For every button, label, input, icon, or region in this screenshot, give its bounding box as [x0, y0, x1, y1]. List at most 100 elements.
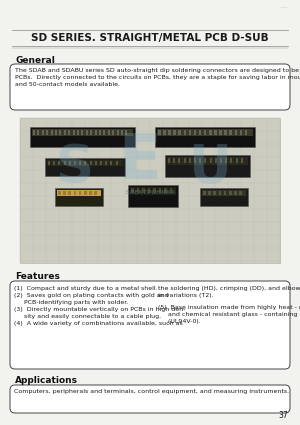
Bar: [131, 188, 134, 193]
Bar: [173, 158, 175, 163]
Text: Features: Features: [15, 272, 60, 281]
Text: the soldering (HD), crimping (DD), and elbow (SC)
in variations (T2).: the soldering (HD), crimping (DD), and e…: [158, 286, 300, 298]
Bar: [74, 161, 76, 165]
Bar: [157, 129, 253, 136]
Bar: [79, 161, 81, 165]
Bar: [219, 191, 221, 195]
Bar: [68, 191, 71, 195]
Bar: [30, 127, 135, 147]
Bar: [64, 161, 66, 165]
Bar: [45, 158, 125, 176]
Bar: [230, 158, 232, 163]
FancyBboxPatch shape: [10, 281, 290, 369]
Bar: [209, 130, 212, 135]
Bar: [153, 188, 155, 193]
Bar: [110, 161, 112, 165]
Bar: [69, 161, 71, 165]
FancyBboxPatch shape: [10, 64, 290, 110]
Text: (1)  Compact and sturdy due to a metal shell.
(2)  Saves gold on plating contact: (1) Compact and sturdy due to a metal sh…: [14, 286, 185, 326]
Bar: [194, 130, 196, 135]
Bar: [158, 188, 161, 193]
Bar: [59, 130, 62, 135]
Bar: [224, 130, 227, 135]
Text: Applications: Applications: [15, 376, 78, 385]
Bar: [241, 158, 243, 163]
Bar: [219, 130, 222, 135]
Bar: [116, 161, 118, 165]
Bar: [165, 155, 250, 177]
Bar: [200, 188, 248, 206]
Bar: [38, 130, 39, 135]
Bar: [169, 188, 172, 193]
Bar: [121, 130, 123, 135]
Bar: [128, 185, 178, 207]
Bar: [117, 130, 118, 135]
Bar: [189, 158, 191, 163]
Bar: [155, 127, 255, 147]
Bar: [204, 158, 206, 163]
Bar: [148, 188, 150, 193]
Bar: [199, 130, 201, 135]
Bar: [168, 158, 170, 163]
Bar: [55, 188, 103, 206]
Bar: [164, 188, 167, 193]
Bar: [53, 161, 55, 165]
Text: (5)  Base insulation made from highly heat - resistant
     and chemical resista: (5) Base insulation made from highly hea…: [158, 305, 300, 324]
Bar: [199, 158, 201, 163]
Text: ЭЛЕКТРОНИКА: ЭЛЕКТРОНИКА: [125, 190, 175, 195]
Text: Computers, peripherals and terminals, control equipment, and measuring instrumen: Computers, peripherals and terminals, co…: [14, 389, 289, 394]
Bar: [79, 191, 81, 195]
Bar: [168, 130, 171, 135]
Text: ——: ——: [280, 5, 288, 9]
Text: SD SERIES. STRAIGHT/METAL PCB D-SUB: SD SERIES. STRAIGHT/METAL PCB D-SUB: [31, 33, 269, 43]
Bar: [236, 158, 238, 163]
Bar: [90, 161, 92, 165]
Bar: [73, 130, 75, 135]
Bar: [229, 191, 232, 195]
Bar: [158, 130, 160, 135]
Bar: [90, 130, 92, 135]
Bar: [47, 160, 123, 166]
Bar: [208, 191, 211, 195]
Bar: [167, 157, 248, 165]
Bar: [86, 130, 88, 135]
Bar: [184, 158, 186, 163]
Text: S: S: [55, 142, 93, 194]
Bar: [130, 187, 176, 195]
Bar: [215, 158, 217, 163]
Bar: [58, 161, 60, 165]
Bar: [84, 191, 86, 195]
Bar: [32, 129, 133, 136]
Bar: [230, 130, 232, 135]
Bar: [178, 158, 180, 163]
Bar: [95, 161, 97, 165]
Bar: [99, 130, 101, 135]
Bar: [173, 130, 176, 135]
Text: U: U: [188, 142, 231, 194]
Bar: [204, 130, 206, 135]
Bar: [220, 158, 222, 163]
Bar: [225, 158, 227, 163]
Bar: [234, 191, 237, 195]
Bar: [55, 130, 57, 135]
Bar: [64, 130, 66, 135]
Bar: [184, 130, 186, 135]
Bar: [203, 191, 206, 195]
Text: The SDAB and SDABU series SD auto-straight dip soldering connectors are designed: The SDAB and SDABU series SD auto-straig…: [15, 68, 300, 87]
FancyBboxPatch shape: [10, 385, 290, 413]
Bar: [105, 161, 107, 165]
Bar: [63, 191, 66, 195]
Bar: [125, 130, 128, 135]
Bar: [46, 130, 48, 135]
Bar: [33, 130, 35, 135]
Text: General: General: [15, 56, 55, 65]
Bar: [189, 130, 191, 135]
Bar: [68, 130, 70, 135]
Bar: [108, 130, 110, 135]
Bar: [214, 130, 217, 135]
Bar: [194, 158, 196, 163]
Bar: [81, 130, 83, 135]
Bar: [94, 130, 97, 135]
Text: 37: 37: [278, 411, 288, 420]
Bar: [240, 130, 242, 135]
